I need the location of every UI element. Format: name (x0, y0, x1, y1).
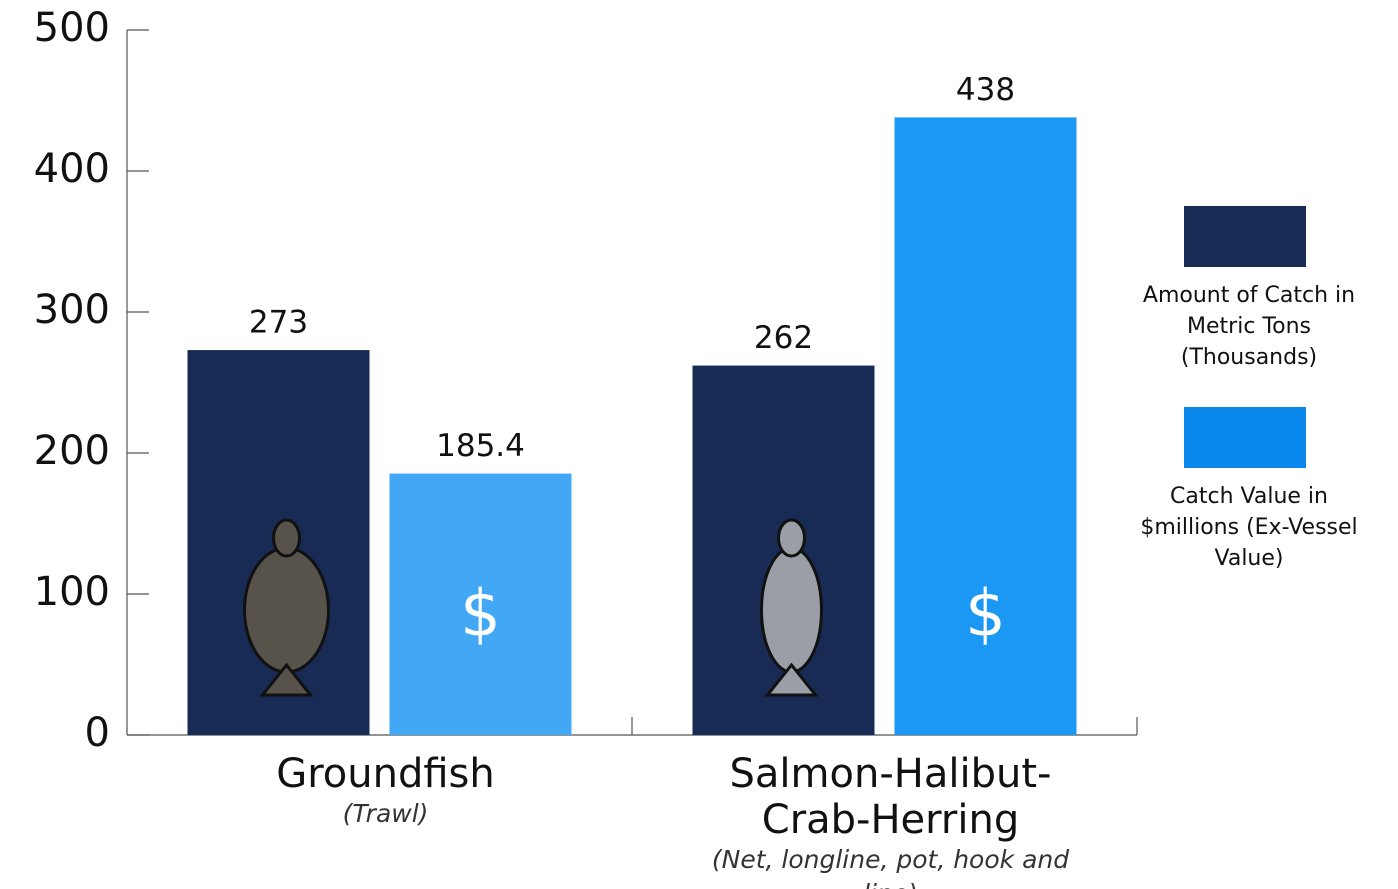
value-label: 262 (754, 320, 813, 356)
chart: 0 100 200 300 400 500 273 185.4 $262 438 $ Groundf… (0, 0, 1398, 889)
category-label-group: Groundfish(Trawl) (186, 751, 586, 831)
y-tick-label: 0 (85, 710, 110, 756)
category-note: (Net, longline, pot, hook and line) (691, 843, 1091, 889)
legend-label: Catch Value in $millions (Ex-Vessel Valu… (1124, 481, 1374, 574)
bar-symbol: $ (965, 578, 1006, 652)
value-label: 185.4 (436, 428, 525, 464)
x-tick-label: Groundfish (186, 751, 586, 797)
legend-label: Amount of Catch in Metric Tons (Thousand… (1124, 280, 1374, 373)
fish-part (245, 548, 329, 672)
fish-part (762, 548, 822, 672)
y-tick-label: 500 (34, 5, 110, 51)
category-label-group: Salmon-Halibut-Crab-Herring(Net, longlin… (691, 751, 1091, 889)
bar-symbol: $ (460, 578, 501, 652)
y-tick-label: 200 (34, 428, 110, 474)
y-tick-label: 100 (34, 569, 110, 615)
value-label: 438 (956, 72, 1015, 108)
y-tick-label: 400 (34, 146, 110, 192)
legend-swatch (1184, 206, 1306, 267)
y-tick-label: 300 (34, 287, 110, 333)
fish-part (779, 520, 805, 556)
fish-part (274, 520, 300, 556)
legend-swatch (1184, 407, 1306, 468)
value-label: 273 (249, 305, 308, 341)
category-note: (Trawl) (186, 797, 586, 831)
x-tick-label: Salmon-Halibut-Crab-Herring (691, 751, 1091, 843)
